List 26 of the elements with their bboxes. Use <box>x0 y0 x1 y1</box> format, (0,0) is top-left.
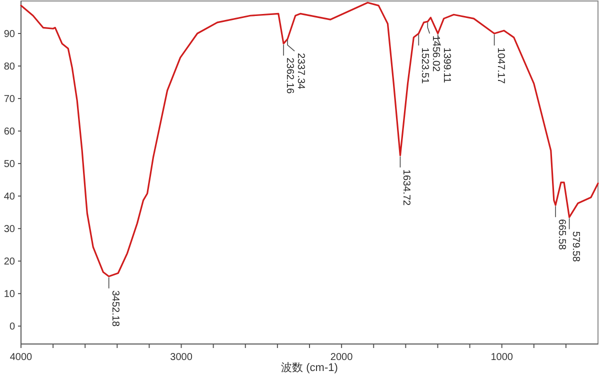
annotation: 665.58 <box>556 219 568 250</box>
x-axis-title: 波数 (cm-1) <box>281 361 338 374</box>
annotation: 1047.17 <box>494 48 506 84</box>
x-tick-label: 1000 <box>490 352 514 363</box>
y-tick-label: 20 <box>4 256 16 268</box>
y-tick-label: 30 <box>4 224 16 236</box>
annotation: 1399.11 <box>441 48 452 84</box>
y-tick-label: 90 <box>4 29 16 40</box>
y-tick-label: 40 <box>4 192 16 203</box>
annotation: 3452.18 <box>109 290 120 327</box>
annotation: 1634.72 <box>400 169 412 206</box>
annotation: 579.58 <box>570 231 581 262</box>
line-series <box>20 2 599 278</box>
x-tick-label: 2000 <box>330 352 354 363</box>
annotation: 2362.16 <box>284 58 296 94</box>
y-tick-label: 0 <box>9 322 16 333</box>
y-tick-label: 10 <box>4 289 16 300</box>
x-tick-label: 3000 <box>170 352 193 363</box>
y-tick-label: 50 <box>4 159 16 170</box>
annotation: 1456.02 <box>430 35 442 72</box>
annotation: 1523.51 <box>419 48 430 84</box>
annotation: 2337.34 <box>295 53 306 90</box>
y-tick-label: 70 <box>4 94 16 106</box>
y-tick-label: 60 <box>4 126 16 138</box>
x-tick-label: 4000 <box>10 352 33 363</box>
y-tick-label: 80 <box>4 62 16 73</box>
